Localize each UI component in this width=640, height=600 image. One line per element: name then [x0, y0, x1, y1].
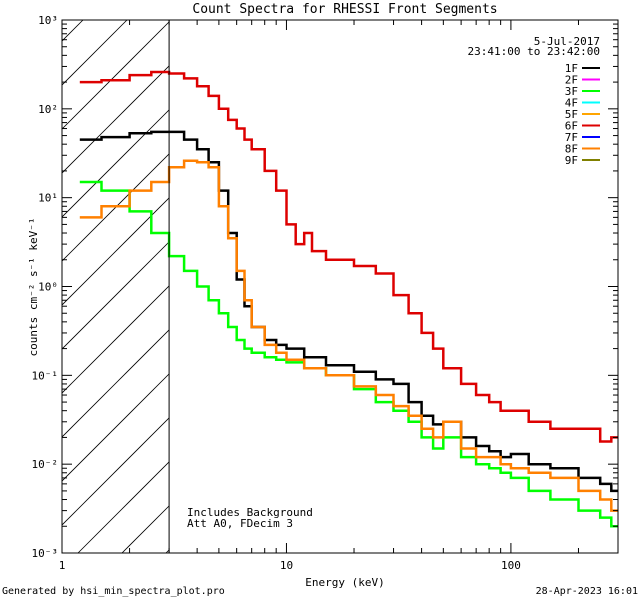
series-line-1F — [79, 130, 618, 493]
y-tick-label: 10⁻² — [32, 458, 59, 471]
annotation-attenuator: Att A0, FDecim 3 — [187, 517, 293, 530]
hatch-line — [62, 20, 172, 130]
y-tick-label: 10³ — [38, 14, 58, 27]
y-axis-label: counts cm⁻² s⁻¹ keV⁻¹ — [27, 217, 40, 356]
annotation-background: Includes Background — [187, 506, 313, 519]
legend-label-4F: 4F — [565, 97, 578, 110]
legend-date: 5-Jul-2017 — [534, 35, 600, 48]
x-tick-label: 10 — [280, 559, 293, 572]
footer-generated-by: Generated by hsi_min_spectra_plot.pro — [2, 586, 225, 597]
x-axis-label: Energy (keV) — [305, 576, 384, 589]
legend-label-7F: 7F — [565, 131, 578, 144]
legend-label-9F: 9F — [565, 154, 578, 167]
legend-label-6F: 6F — [565, 120, 578, 133]
series-line-6F — [79, 70, 618, 443]
y-tick-label: 10² — [38, 103, 58, 116]
y-tick-label: 10¹ — [38, 192, 58, 205]
legend-label-2F: 2F — [565, 74, 578, 87]
legend-label-8F: 8F — [565, 143, 578, 156]
legend-label-1F: 1F — [565, 62, 578, 75]
x-tick-label: 100 — [501, 559, 521, 572]
y-tick-label: 10⁻¹ — [32, 369, 59, 382]
y-tick-label: 10⁻³ — [32, 547, 59, 560]
x-tick-label: 1 — [59, 559, 66, 572]
footer-timestamp: 28-Apr-2023 16:01 — [535, 586, 638, 597]
legend-time-range: 23:41:00 to 23:42:00 — [468, 45, 600, 58]
series-line-8F — [79, 159, 618, 512]
legend-label-5F: 5F — [565, 108, 578, 121]
y-tick-label: 10⁰ — [38, 281, 58, 294]
hatch-line — [62, 20, 216, 174]
legend-label-3F: 3F — [565, 85, 578, 98]
chart-title: Count Spectra for RHESSI Front Segments — [192, 2, 497, 17]
